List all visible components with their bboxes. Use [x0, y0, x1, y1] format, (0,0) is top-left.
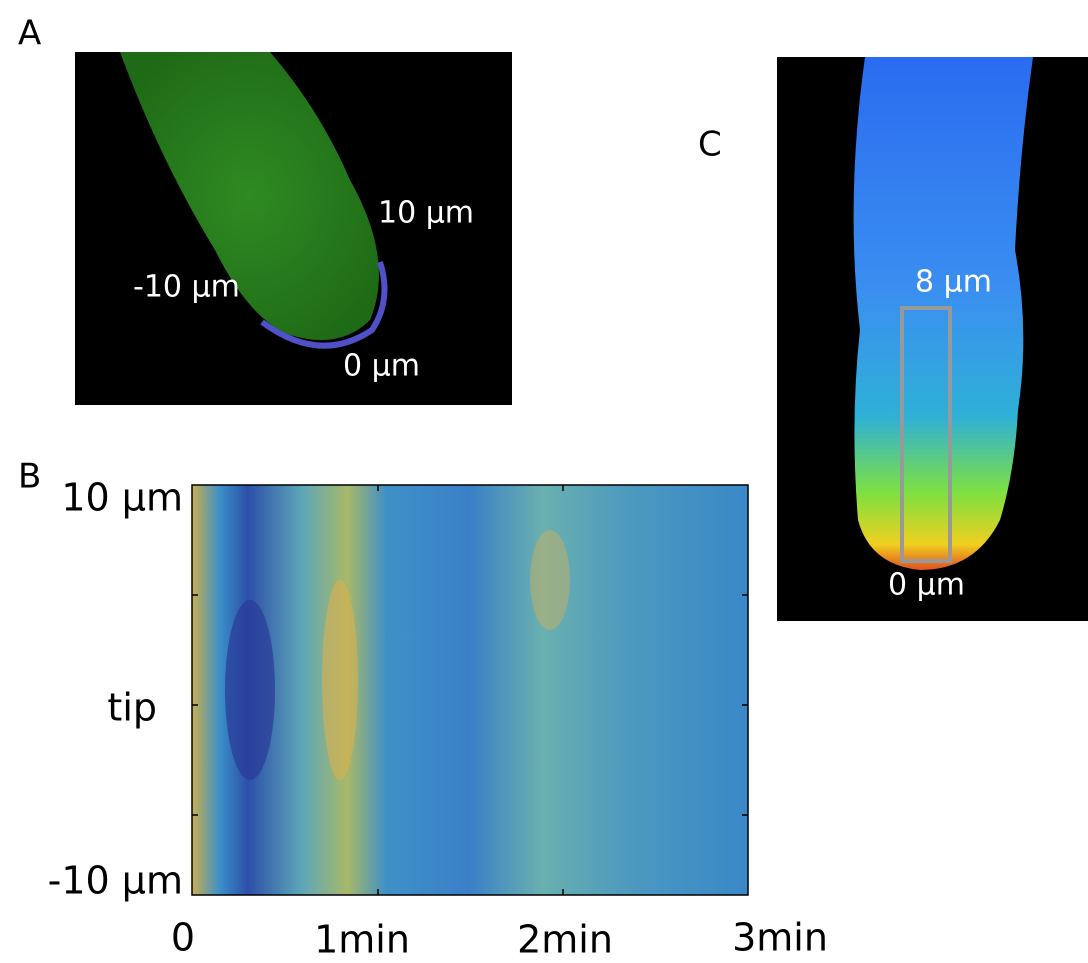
y-label: tip — [107, 686, 157, 730]
annotation: 0 µm — [888, 568, 965, 603]
tip-arc — [260, 261, 388, 349]
ticks — [192, 485, 748, 895]
kymo-feature — [322, 580, 358, 780]
x-label: 2min — [517, 918, 613, 962]
x-label: 3min — [732, 916, 828, 960]
annotation: -10 µm — [133, 270, 240, 305]
kymo-feature — [530, 530, 570, 630]
annotation: 10 µm — [378, 196, 474, 231]
hypha-green — [120, 52, 379, 340]
roi-box — [900, 306, 952, 563]
annotation: 0 µm — [343, 349, 420, 384]
y-label: 10 µm — [61, 476, 183, 520]
annotation: 8 µm — [915, 265, 992, 300]
panel-label: A — [18, 14, 41, 54]
panel-label: B — [18, 457, 41, 497]
x-label: 1min — [314, 918, 410, 962]
kymograph — [191, 484, 749, 896]
kymo-feature — [225, 600, 275, 780]
hypha-heatmap — [853, 57, 1033, 570]
panel-label: C — [698, 125, 722, 165]
x-label: 0 — [171, 916, 195, 960]
y-label: -10 µm — [48, 859, 183, 903]
